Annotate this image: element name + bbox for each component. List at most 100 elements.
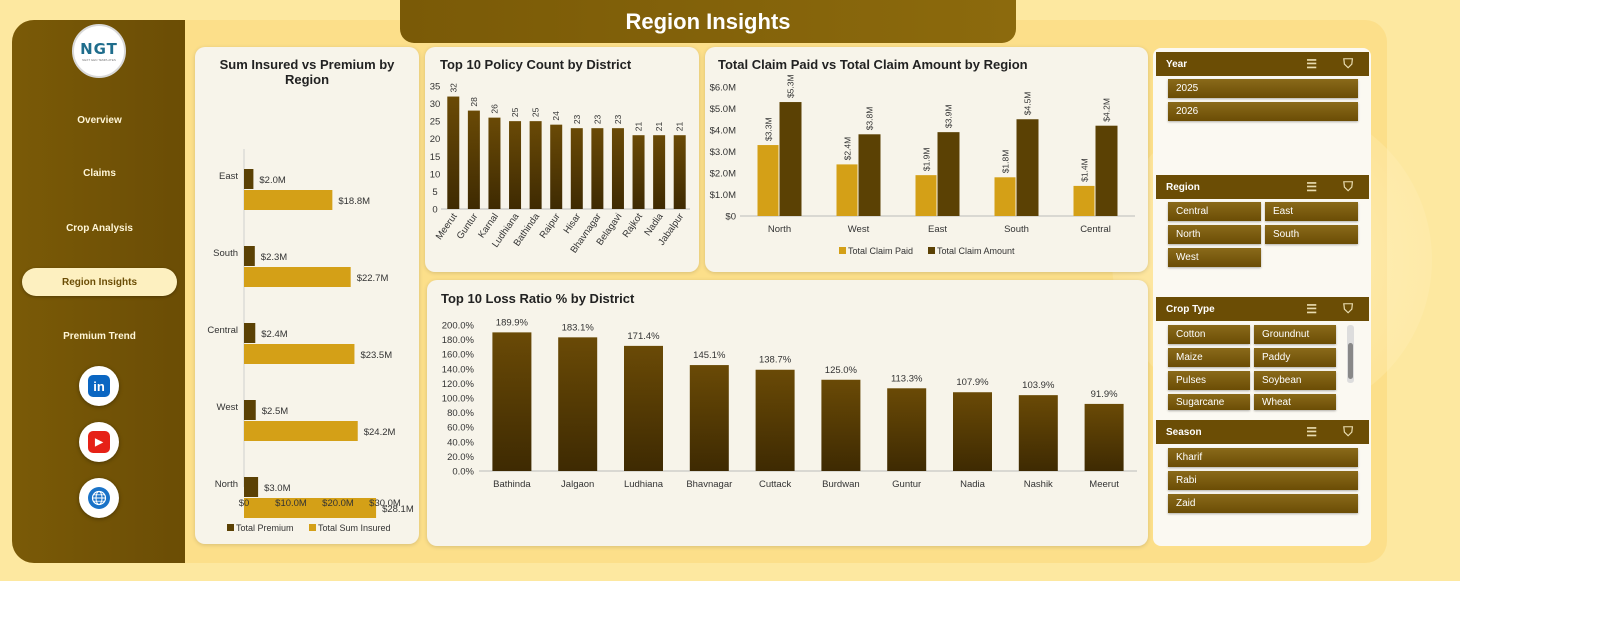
multi-select-icon[interactable]: ☰: [1306, 57, 1317, 71]
slicer-item-east[interactable]: East: [1265, 202, 1358, 221]
clear-filter-icon[interactable]: ⛉: [1343, 301, 1353, 316]
slicer-item-zaid[interactable]: Zaid: [1168, 494, 1358, 513]
y-tick-label: 0.0%: [452, 467, 474, 478]
slicer-header: Region ☰ ⛉: [1156, 175, 1369, 199]
slicer-item-maize[interactable]: Maize: [1168, 348, 1250, 367]
bar: [611, 128, 624, 209]
data-label: $3.8M: [865, 107, 875, 131]
y-tick-label: 100.0%: [442, 394, 475, 405]
legend-swatch: [309, 524, 316, 531]
nav-overview[interactable]: Overview: [77, 114, 122, 126]
slicer-header: Crop Type ☰ ⛉: [1156, 297, 1369, 321]
slicer-scrollbar[interactable]: [1347, 325, 1354, 383]
slicer-item-kharif[interactable]: Kharif: [1168, 448, 1358, 467]
slicer-title: Region: [1166, 181, 1200, 193]
data-label: $28.1M: [382, 504, 414, 515]
y-tick-label: 10: [430, 169, 441, 180]
bar-premium: [244, 169, 254, 189]
slicer-item-soybean[interactable]: Soybean: [1254, 371, 1336, 390]
bar-claim-paid: [994, 177, 1016, 216]
scrollbar-thumb[interactable]: [1348, 343, 1353, 379]
data-label: 91.9%: [1091, 389, 1118, 400]
bar-claim-amount: [858, 134, 881, 216]
logo: NGT NEXT GEN TEMPLATES: [72, 24, 126, 78]
clear-filter-icon[interactable]: ⛉: [1343, 56, 1353, 71]
multi-select-icon[interactable]: ☰: [1306, 302, 1317, 316]
chart-claim-paid-vs-amount: $0 $1.0M $2.0M $3.0M $4.0M $5.0M $6.0M $3.3M $5.…: [710, 74, 1135, 256]
bar: [591, 128, 604, 209]
slicer-title: Crop Type: [1166, 303, 1215, 315]
multi-select-icon[interactable]: ☰: [1306, 180, 1317, 194]
slicer-crop-type: Crop Type ☰ ⛉: [1156, 297, 1369, 321]
nav-premium-trend[interactable]: Premium Trend: [63, 330, 136, 342]
data-label: $18.8M: [338, 196, 370, 207]
slicer-item-wheat[interactable]: Wheat: [1254, 394, 1336, 410]
youtube-button[interactable]: ▶: [79, 422, 119, 462]
legend-swatch: [227, 524, 234, 531]
x-tick-label: Guntur: [892, 479, 921, 490]
x-tick-label: Central: [1080, 224, 1111, 235]
slicer-item-paddy[interactable]: Paddy: [1254, 348, 1336, 367]
bar: [492, 332, 532, 471]
slicer-item-north[interactable]: North: [1168, 225, 1261, 244]
x-tick-label: Ludhiana: [624, 479, 664, 490]
globe-icon: [88, 487, 110, 509]
slicer-item-rabi[interactable]: Rabi: [1168, 471, 1358, 490]
slicer-item-south[interactable]: South: [1265, 225, 1358, 244]
y-tick-label: 200.0%: [442, 321, 475, 332]
bar-claim-amount: [1016, 119, 1039, 216]
clear-filter-icon[interactable]: ⛉: [1343, 179, 1353, 194]
data-label: $24.2M: [364, 427, 396, 438]
bar: [673, 135, 686, 209]
data-label: 125.0%: [825, 365, 858, 376]
clear-filter-icon[interactable]: ⛉: [1343, 424, 1353, 439]
data-label: $1.9M: [922, 148, 932, 172]
data-label: $3.0M: [264, 483, 290, 494]
bar: [558, 337, 598, 471]
bar-claim-paid: [757, 145, 779, 216]
slicer-item-groundnut[interactable]: Groundnut: [1254, 325, 1336, 344]
slicer-region: Region ☰ ⛉: [1156, 175, 1369, 199]
multi-select-icon[interactable]: ☰: [1306, 425, 1317, 439]
data-label: 25: [510, 107, 520, 117]
slicer-item-west[interactable]: West: [1168, 248, 1261, 267]
data-label: 25: [531, 107, 541, 117]
slicer-item-sugarcane[interactable]: Sugarcane: [1168, 394, 1250, 410]
slicer-item-cotton[interactable]: Cotton: [1168, 325, 1250, 344]
nav-region-insights[interactable]: Region Insights: [22, 268, 177, 296]
data-label: 183.1%: [562, 322, 595, 333]
x-tick-label: Cuttack: [759, 479, 791, 490]
bar: [632, 135, 645, 209]
category-label: West: [217, 402, 239, 413]
category-label: Central: [207, 325, 238, 336]
slicer-item-2026[interactable]: 2026: [1168, 102, 1358, 121]
data-label: 189.9%: [496, 317, 529, 328]
bar-claim-paid: [1073, 185, 1095, 216]
bar-claim-amount: [779, 102, 802, 216]
linkedin-icon: in: [88, 375, 110, 397]
linkedin-button[interactable]: in: [79, 366, 119, 406]
bar-sum-insured: [244, 421, 358, 441]
data-label: 24: [551, 111, 561, 121]
legend-swatch: [839, 247, 846, 254]
bar: [953, 392, 992, 471]
bar: [821, 379, 861, 471]
slicer-item-central[interactable]: Central: [1168, 202, 1261, 221]
slicer-item-2025[interactable]: 2025: [1168, 79, 1358, 98]
x-tick-label: $30.0M: [369, 498, 401, 509]
nav-crop-analysis[interactable]: Crop Analysis: [66, 222, 133, 234]
bar-claim-paid: [836, 164, 858, 216]
data-label: 23: [592, 114, 602, 124]
x-tick-label: South: [1004, 224, 1029, 235]
nav-claims[interactable]: Claims: [83, 167, 116, 179]
x-tick-label: Nashik: [1024, 479, 1053, 490]
data-label: $2.4M: [843, 137, 853, 161]
website-button[interactable]: [79, 478, 119, 518]
data-label: $1.8M: [1001, 150, 1011, 174]
data-label: $4.5M: [1023, 92, 1033, 116]
slicer-item-pulses[interactable]: Pulses: [1168, 371, 1250, 390]
data-label: 103.9%: [1022, 380, 1055, 391]
y-tick-label: $4.0M: [710, 126, 736, 137]
chart-card-policy-count: Top 10 Policy Count by District 0 5 10 15 20…: [425, 47, 699, 272]
data-label: 113.3%: [891, 373, 923, 384]
